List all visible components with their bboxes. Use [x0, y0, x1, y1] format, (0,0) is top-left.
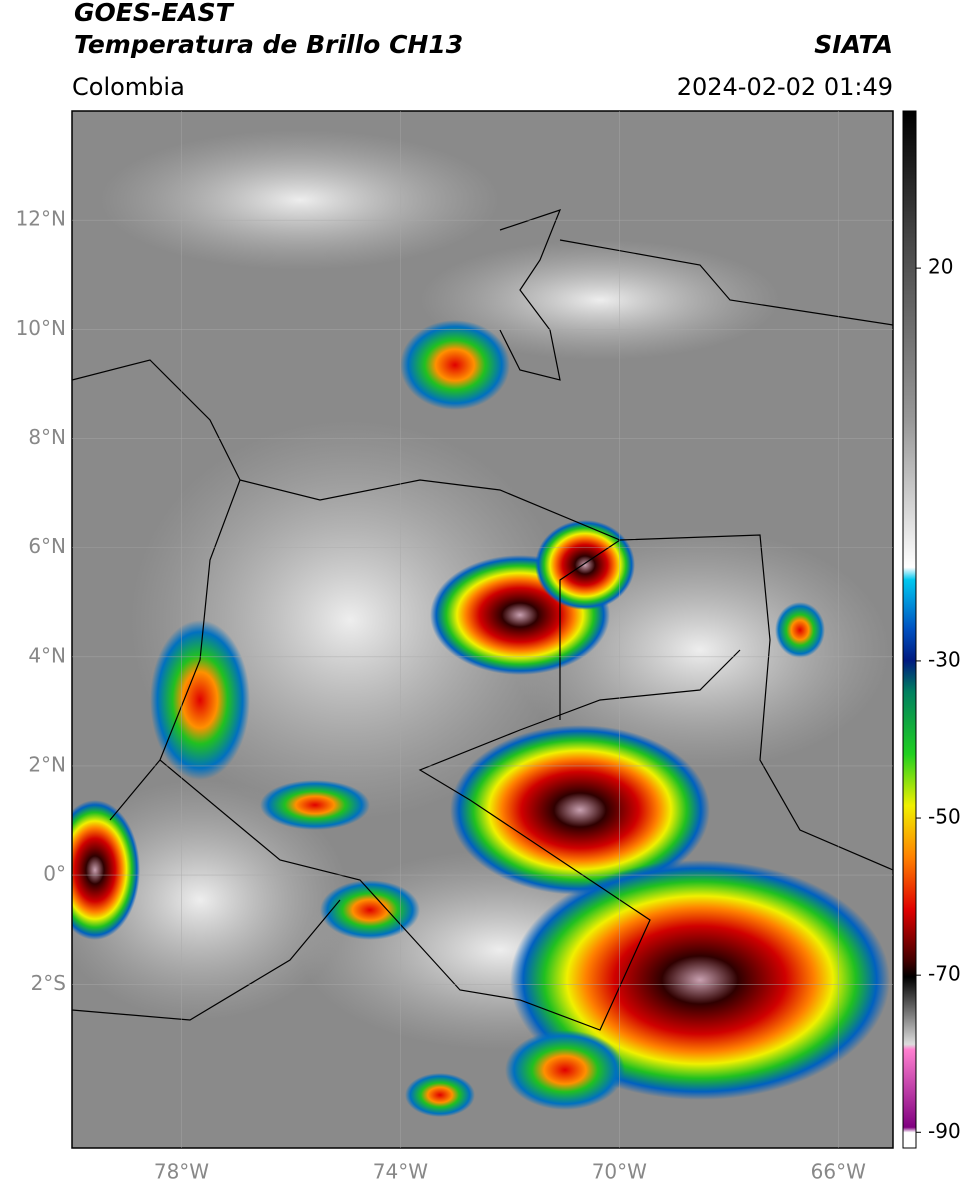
- region: Colombia: [72, 73, 185, 101]
- colorbar-tick-label: -90: [928, 1119, 961, 1143]
- title: GOES-EAST: [74, 0, 235, 27]
- colorbar: [902, 110, 917, 1149]
- lat-tick-label: 6°N: [28, 534, 66, 558]
- lon-tick-label: 78°W: [154, 1160, 209, 1184]
- colorbar-tick-label: 20: [928, 255, 953, 279]
- colorbar-tick-label: -70: [928, 962, 961, 986]
- colorbar-tick-label: -50: [928, 805, 961, 829]
- lat-tick-label: 12°N: [16, 207, 66, 231]
- lon-tick-label: 74°W: [373, 1160, 428, 1184]
- lon-tick-label: 70°W: [592, 1160, 647, 1184]
- lat-tick-label: 4°N: [28, 643, 66, 667]
- source: SIATA: [814, 30, 893, 59]
- subtitle: Temperatura de Brillo CH13: [74, 30, 463, 59]
- map-frame: [71, 110, 894, 1149]
- lat-tick-label: 2°N: [28, 752, 66, 776]
- lat-tick-label: 2°S: [31, 971, 66, 995]
- lon-tick-label: 66°W: [811, 1160, 866, 1184]
- imagery: [72, 111, 893, 1148]
- colorbar-tick-label: -30: [928, 647, 961, 671]
- lat-tick-label: 0°: [43, 862, 66, 886]
- lat-tick-label: 8°N: [28, 425, 66, 449]
- lat-tick-label: 10°N: [16, 316, 66, 340]
- timestamp: 2024-02-02 01:49: [677, 73, 893, 101]
